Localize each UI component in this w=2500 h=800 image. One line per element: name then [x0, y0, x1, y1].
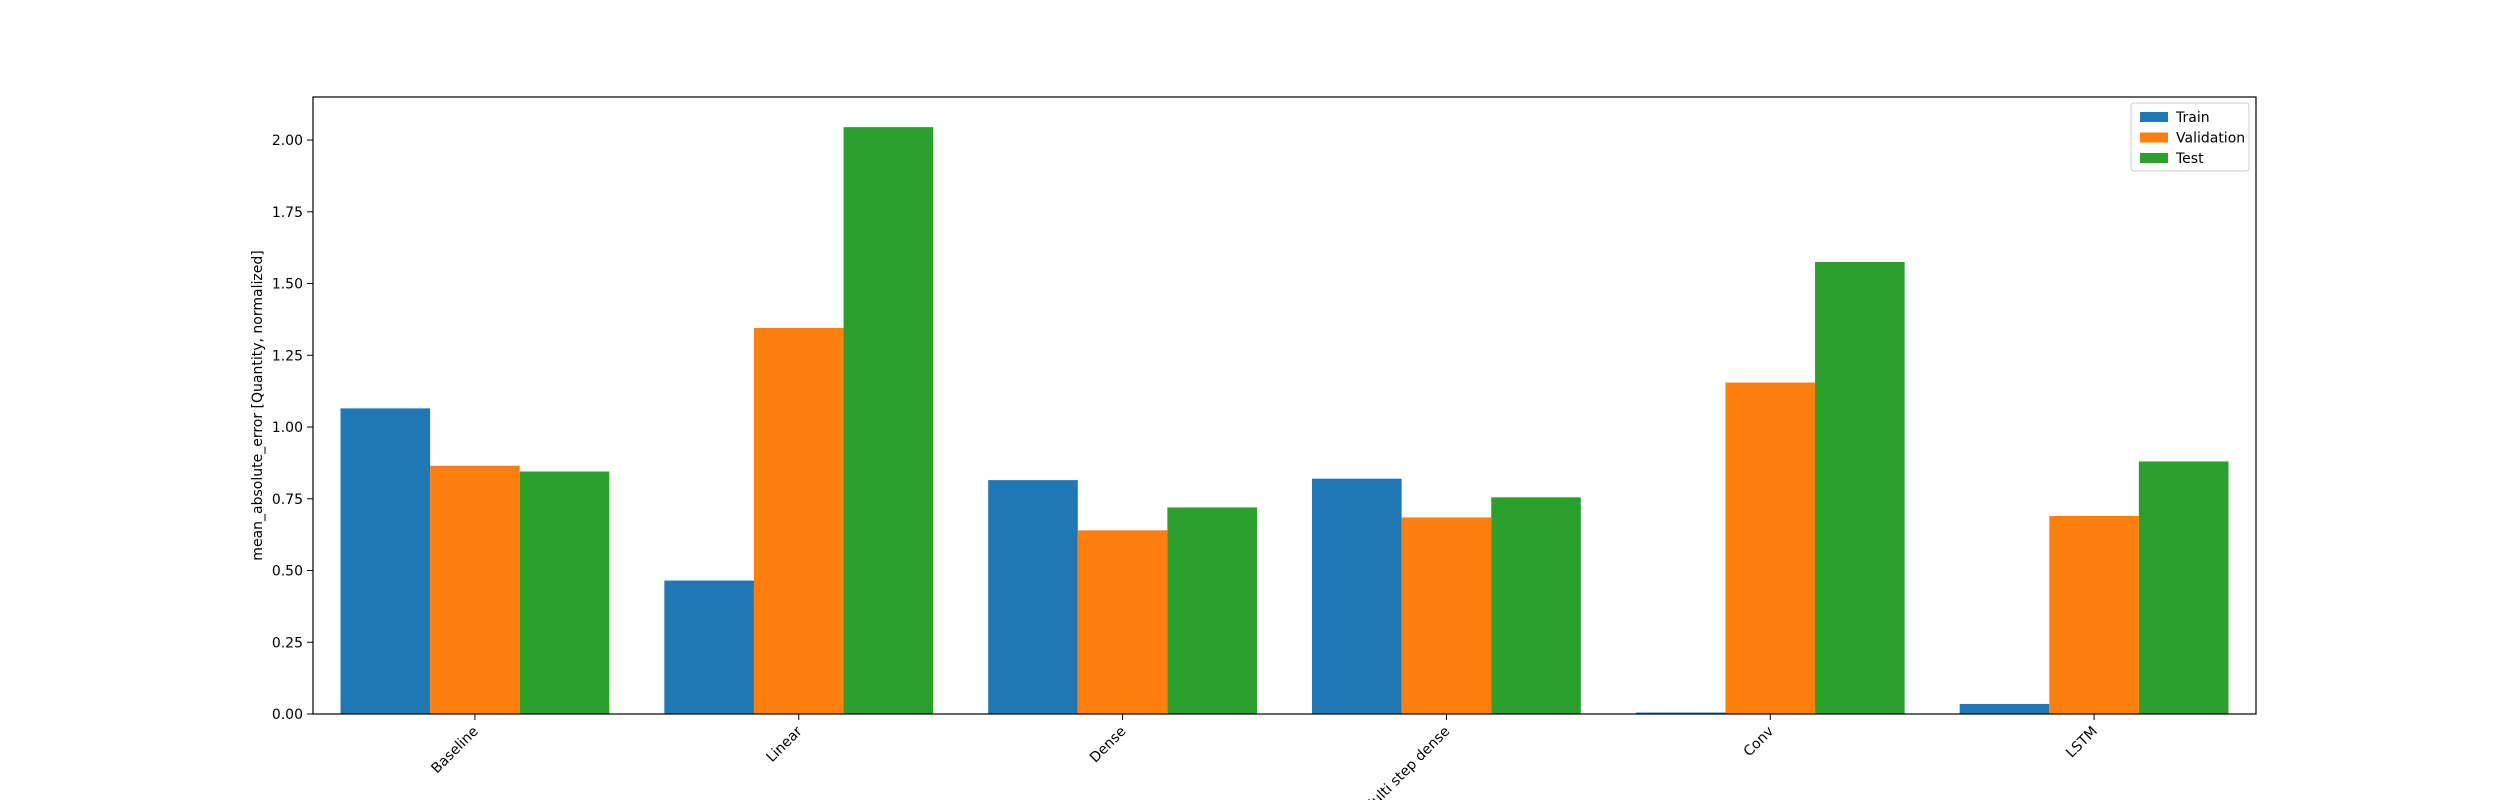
- legend-label-validation: Validation: [2176, 131, 2245, 147]
- bar-test-linear: [843, 127, 934, 714]
- bar-validation-linear: [753, 328, 844, 714]
- y-tick-label: 0.00: [272, 707, 303, 723]
- bar-train-baseline: [340, 408, 431, 714]
- plot-frame: [312, 96, 2257, 715]
- bar-validation-dense: [1077, 530, 1168, 714]
- legend-swatch-train: [2140, 112, 2168, 122]
- y-tick-label: 2.00: [272, 133, 303, 149]
- bar-test-lstm: [2138, 461, 2229, 714]
- bar-test-baseline: [519, 471, 610, 714]
- y-tick-label: 1.00: [272, 420, 303, 436]
- x-axis-ticks: Baseline Linear Dense Multi step dense Conv L…: [428, 714, 2101, 800]
- x-tick-label: Conv: [1741, 724, 1777, 760]
- legend-label-test: Test: [2175, 151, 2204, 167]
- legend-swatch-test: [2140, 153, 2168, 163]
- legend-swatch-validation: [2140, 132, 2168, 143]
- bar-validation-conv: [1725, 382, 1816, 714]
- bar-test-conv: [1815, 262, 1905, 714]
- x-tick-label: Dense: [1087, 724, 1130, 767]
- bar-validation-multi-step-dense: [1401, 517, 1492, 714]
- y-tick-label: 1.75: [272, 205, 303, 221]
- bar-train-linear: [664, 580, 754, 714]
- y-tick-label: 1.50: [272, 277, 303, 293]
- y-axis-ticks: 0.00 0.25 0.50 0.75 1.00 1.25 1.50 1.75 2.00: [272, 133, 313, 723]
- y-tick-label: 0.75: [272, 492, 303, 508]
- x-tick-label: Linear: [763, 723, 805, 765]
- y-tick-label: 0.50: [272, 564, 303, 580]
- bar-group: [340, 127, 2229, 714]
- x-tick-label: Baseline: [428, 724, 481, 777]
- bar-train-dense: [988, 480, 1078, 714]
- bar-train-multi-step-dense: [1312, 478, 1402, 714]
- legend-label-train: Train: [2175, 110, 2210, 126]
- bar-test-dense: [1167, 507, 1257, 714]
- x-tick-label: LSTM: [2063, 724, 2101, 762]
- bar-train-lstm: [1959, 703, 2050, 714]
- bar-validation-lstm: [2049, 515, 2139, 714]
- y-tick-label: 0.25: [272, 635, 303, 651]
- bar-train-conv: [1635, 712, 1726, 714]
- x-tick-label: Multi step dense: [1360, 724, 1453, 800]
- bar-test-multi-step-dense: [1491, 497, 1581, 714]
- legend: Train Validation Test: [2130, 102, 2250, 172]
- y-axis-label: mean_absolute_error [Quantity, normalize…: [250, 250, 266, 560]
- y-tick-label: 1.25: [272, 348, 303, 364]
- bar-validation-baseline: [430, 465, 520, 714]
